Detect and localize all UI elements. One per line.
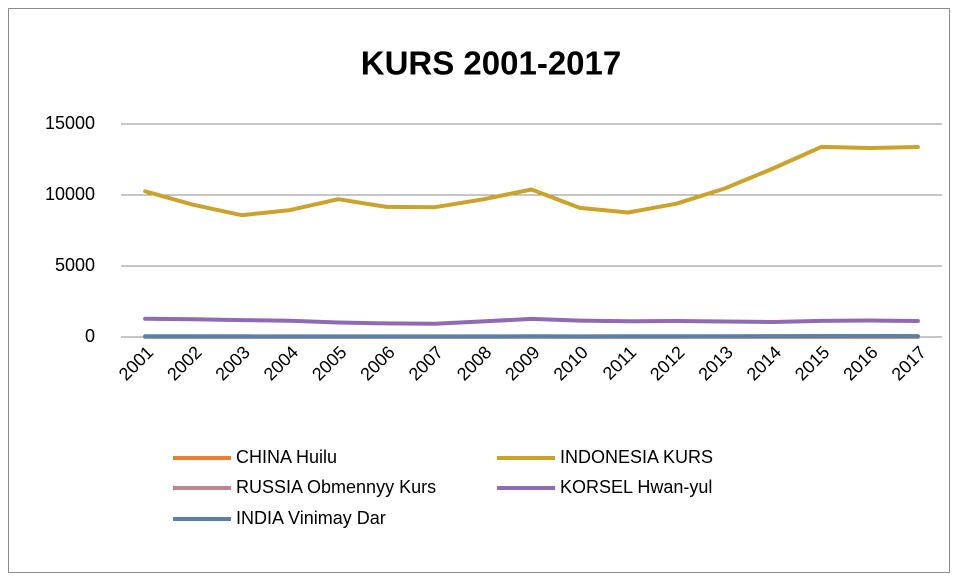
legend-label: RUSSIA Obmennyy Kurs xyxy=(236,477,436,497)
legend-label: KORSEL Hwan-yul xyxy=(560,477,712,497)
chart-title: KURS 2001-2017 xyxy=(361,45,622,82)
series-line xyxy=(143,316,920,326)
y-tick-label: 10000 xyxy=(45,184,95,204)
series-line xyxy=(143,144,920,218)
legend-label: INDIA Vinimay Dar xyxy=(236,508,386,528)
y-tick-label: 15000 xyxy=(45,113,95,133)
legend-label: INDONESIA KURS xyxy=(560,447,713,467)
legend-label: CHINA Huilu xyxy=(236,447,337,467)
y-tick-label: 0 xyxy=(85,326,95,346)
chart-border xyxy=(8,8,950,573)
y-tick-label: 5000 xyxy=(55,255,95,275)
